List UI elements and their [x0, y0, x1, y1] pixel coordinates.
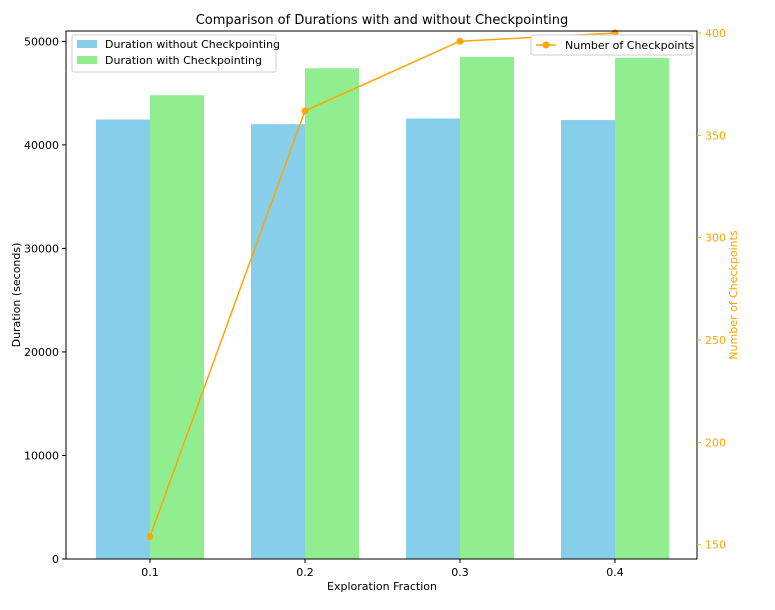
x-axis-label: Exploration Fraction [327, 580, 437, 593]
y2-tick-label-150: 150 [705, 539, 726, 552]
checkpoint-point-0.3 [456, 37, 464, 45]
bar-with-0.3 [460, 56, 514, 559]
checkpoint-point-0.2 [301, 107, 309, 115]
y-tick-label-50000: 50000 [24, 35, 59, 48]
y-tick-label-20000: 20000 [24, 346, 59, 359]
bar-without-0.4 [561, 120, 615, 560]
legend-marker-checkpoints [542, 41, 550, 49]
bars-group [96, 56, 669, 560]
x-tick-label-0.4: 0.4 [606, 566, 624, 579]
bar-with-0.2 [305, 68, 359, 559]
y2-tick-label-250: 250 [705, 334, 726, 347]
y-tick-label-30000: 30000 [24, 242, 59, 255]
checkpoints-line-group [146, 29, 619, 540]
bar-with-0.1 [150, 95, 204, 559]
legend-left: Duration without Checkpointing Duration … [71, 34, 280, 73]
x-tick-label-0.1: 0.1 [141, 566, 159, 579]
x-tick-label-0.3: 0.3 [451, 566, 469, 579]
legend-swatch-with [77, 56, 97, 64]
plot-frame [65, 30, 698, 560]
y2-tick-label-400: 400 [705, 27, 726, 40]
legend-label-with: Duration with Checkpointing [105, 54, 262, 67]
legend-label-without: Duration without Checkpointing [105, 38, 280, 51]
y2-tick-label-300: 300 [705, 232, 726, 245]
checkpoint-point-0.1 [146, 532, 154, 540]
y-tick-label-40000: 40000 [24, 139, 59, 152]
y-tick-label-10000: 10000 [24, 449, 59, 462]
y2-tick-label-200: 200 [705, 436, 726, 449]
y2-tick-label-350: 350 [705, 129, 726, 142]
chart-title: Comparison of Durations with and without… [196, 13, 569, 28]
legend-left-box [71, 34, 277, 73]
bar-without-0.3 [406, 118, 460, 559]
legend-label-checkpoints: Number of Checkpoints [565, 39, 695, 52]
bar-without-0.1 [96, 119, 150, 560]
legend-right: Number of Checkpoints [530, 34, 695, 56]
legend-right-box [530, 34, 693, 56]
legend-swatch-without [77, 40, 97, 48]
y-tick-label-0: 0 [52, 553, 59, 566]
y-axis-ticks: 0 10000 20000 30000 40000 50000 [24, 35, 66, 566]
y2-axis-label: Number of Checkpoints [727, 230, 740, 360]
bar-with-0.4 [615, 57, 669, 559]
x-axis-ticks: 0.1 0.2 0.3 0.4 [141, 559, 624, 579]
y2-axis-ticks: 150 200 250 300 350 400 [697, 27, 726, 552]
checkpoints-line [149, 32, 616, 537]
y-axis-label: Duration (seconds) [10, 243, 23, 348]
bar-without-0.2 [251, 124, 305, 560]
x-tick-label-0.2: 0.2 [296, 566, 314, 579]
